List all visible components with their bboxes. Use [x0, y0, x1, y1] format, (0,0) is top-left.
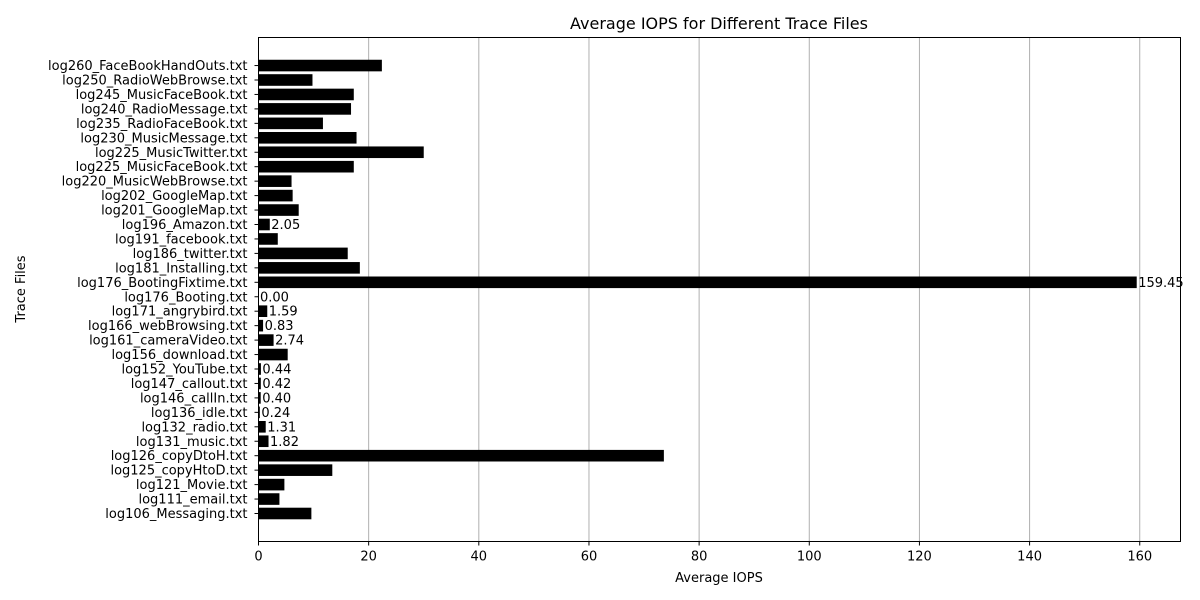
y-tick-label: log245_MusicFaceBook.txt	[76, 88, 248, 103]
bar	[258, 218, 270, 231]
y-tick-label: log161_cameraVideo.txt	[89, 334, 247, 349]
y-tick-label: log225_MusicTwitter.txt	[95, 146, 248, 161]
y-tick-label: log152_YouTube.txt	[121, 363, 247, 378]
data-label: 0.42	[262, 377, 291, 392]
y-tick-label: log181_Installing.txt	[115, 261, 247, 276]
y-tick-label: log202_GoogleMap.txt	[101, 189, 247, 204]
x-tick-label: 100	[797, 550, 822, 565]
y-tick-label: log176_BootingFixtime.txt	[77, 276, 247, 291]
data-label: 0.40	[262, 391, 291, 406]
data-label: 159.45	[1138, 276, 1184, 291]
x-tick-label: 40	[471, 550, 488, 565]
y-tick-label: log230_MusicMessage.txt	[80, 131, 247, 146]
bar	[258, 507, 312, 520]
y-tick-label: log147_callout.txt	[131, 377, 248, 392]
bar	[258, 175, 292, 187]
bar	[258, 406, 260, 419]
bar	[258, 363, 261, 375]
x-tick-label: 140	[1017, 550, 1042, 565]
y-tick-label: log186_twitter.txt	[133, 247, 248, 262]
y-tick-label: log191_facebook.txt	[115, 232, 248, 247]
bars	[258, 59, 1137, 520]
bar	[258, 132, 357, 144]
bar	[258, 74, 313, 86]
y-tick-label: log126_copyDtoH.txt	[111, 449, 248, 464]
plot-frame	[258, 37, 1181, 542]
bar	[258, 449, 664, 462]
bar	[258, 103, 352, 115]
bar	[258, 377, 261, 390]
data-labels: 1.821.310.240.400.420.44 2.740.831.590.00…	[260, 218, 1184, 450]
bar	[258, 305, 268, 317]
bar	[258, 319, 264, 332]
bar	[258, 435, 269, 448]
data-label: 2.05	[271, 218, 300, 233]
bar	[258, 204, 299, 216]
chart-title: Average IOPS for Different Trace Files	[570, 14, 868, 33]
bar	[258, 160, 354, 173]
bar	[258, 59, 382, 72]
bar	[258, 189, 293, 202]
data-label: 1.59	[269, 305, 298, 320]
y-tick-label: log136_idle.txt	[151, 406, 248, 421]
bar	[258, 117, 323, 130]
bar	[258, 247, 348, 260]
x-tick-label: 160	[1127, 550, 1152, 565]
y-tick-label: log176_Booting.txt	[124, 290, 247, 305]
bar	[258, 348, 288, 361]
bar	[258, 421, 266, 433]
y-tick-label: log196_Amazon.txt	[122, 218, 248, 233]
x-tick-label: 120	[907, 550, 932, 565]
x-tick-label: 0	[254, 550, 262, 565]
y-tick-label: log156_download.txt	[111, 348, 247, 363]
data-label: 1.31	[267, 420, 296, 435]
y-tick-label: log166_webBrowsing.txt	[88, 319, 247, 334]
y-tick-label: log220_MusicWebBrowse.txt	[62, 175, 248, 190]
data-label: 2.74	[275, 334, 304, 349]
x-tick-label: 20	[360, 550, 377, 565]
y-tick-label: log125_copyHtoD.txt	[110, 464, 247, 479]
data-label: 0.24	[261, 406, 290, 421]
y-tick-label: log131_music.txt	[136, 435, 248, 450]
x-axis-label: Average IOPS	[675, 571, 763, 586]
grid-lines	[258, 37, 1141, 542]
y-tick-label: log225_MusicFaceBook.txt	[76, 160, 248, 175]
bar	[258, 262, 360, 274]
y-axis-ticks: log106_Messaging.txtlog111_email.txtlog1…	[48, 59, 259, 522]
data-label: 0.00	[260, 290, 289, 305]
x-tick-label: 80	[691, 550, 708, 565]
y-tick-label: log121_Movie.txt	[136, 478, 248, 493]
bar	[258, 493, 280, 505]
data-label: 0.83	[265, 319, 294, 334]
y-tick-label: log111_email.txt	[138, 493, 247, 508]
bar	[258, 392, 261, 404]
x-axis-ticks: 0 20 40 60 80 100 120 140 160	[254, 541, 1152, 565]
data-label: 1.82	[270, 435, 299, 450]
y-tick-label: log240_RadioMessage.txt	[81, 102, 248, 117]
bar	[258, 464, 333, 476]
y-tick-label: log146_callIn.txt	[140, 391, 248, 406]
bar	[258, 146, 424, 159]
y-tick-label: log171_angrybird.txt	[112, 305, 248, 320]
bar	[258, 233, 278, 245]
x-tick-label: 60	[581, 550, 598, 565]
y-axis-label: Trace Files	[14, 255, 29, 323]
y-tick-label: log235_RadioFaceBook.txt	[76, 117, 247, 132]
bar	[258, 478, 285, 491]
y-tick-label: log106_Messaging.txt	[105, 507, 247, 522]
y-tick-label: log201_GoogleMap.txt	[101, 204, 247, 219]
bar	[258, 88, 354, 101]
y-tick-label: log260_FaceBookHandOuts.txt	[48, 59, 247, 74]
y-tick-label: log250_RadioWebBrowse.txt	[62, 74, 247, 89]
bar	[258, 334, 274, 346]
bar	[258, 276, 1137, 289]
data-label: 0.44	[262, 363, 291, 378]
y-tick-label: log132_radio.txt	[141, 420, 247, 435]
